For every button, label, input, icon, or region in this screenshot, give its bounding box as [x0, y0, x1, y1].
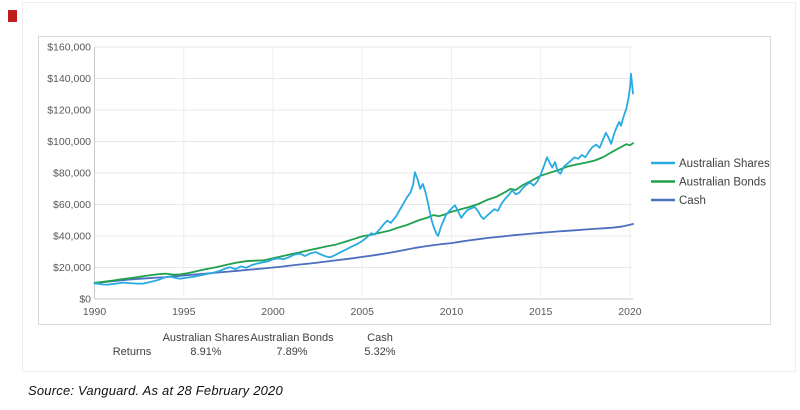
- y-axis-tick-label: $120,000: [47, 105, 91, 117]
- y-axis-tick-label: $140,000: [47, 73, 91, 85]
- y-axis-tick-label: $20,000: [53, 262, 91, 274]
- y-axis-tick-label: $0: [79, 294, 91, 306]
- x-axis-tick-label: 2005: [351, 306, 375, 318]
- x-axis-tick-label: 2020: [618, 306, 642, 318]
- series-line-australian-shares: [93, 72, 634, 286]
- legend-label-australian-bonds: Australian Bonds: [679, 177, 766, 189]
- x-axis-tick-label: 2010: [440, 306, 464, 318]
- x-axis-tick-label: 2015: [529, 306, 553, 318]
- source-note: Source: Vanguard. As at 28 February 2020: [28, 383, 283, 398]
- series-line-cash: [93, 223, 634, 285]
- legend-label-australian-shares: Australian Shares: [679, 158, 770, 170]
- y-axis-tick-label: $160,000: [47, 42, 91, 54]
- y-axis-tick-label: $100,000: [47, 136, 91, 148]
- y-axis-tick-label: $60,000: [53, 199, 91, 211]
- x-axis-tick-label: 1990: [83, 306, 107, 318]
- y-axis-tick-label: $80,000: [53, 168, 91, 180]
- series-line-australian-bonds: [93, 142, 634, 284]
- red-marker-icon: [8, 10, 17, 22]
- y-axis-tick-label: $40,000: [53, 231, 91, 243]
- legend-label-cash: Cash: [679, 195, 706, 207]
- x-axis-tick-label: 2000: [261, 306, 285, 318]
- outer-frame: [22, 2, 796, 372]
- x-axis-tick-label: 1995: [172, 306, 196, 318]
